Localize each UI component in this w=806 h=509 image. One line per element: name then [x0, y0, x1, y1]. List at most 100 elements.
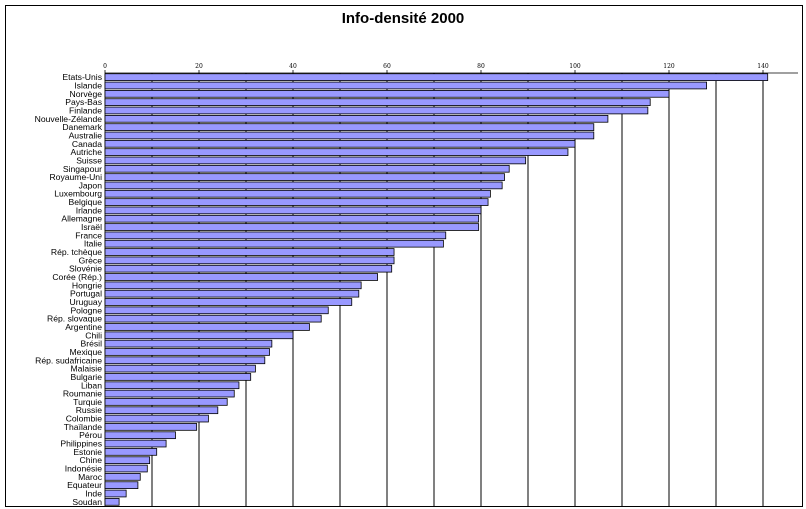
bar: [104, 273, 379, 281]
bar: [104, 214, 480, 223]
category-label: Uruguay: [70, 297, 103, 307]
bar: [104, 173, 505, 181]
category-label: Argentine: [65, 322, 102, 332]
x-tick-label: 140: [757, 63, 769, 70]
category-label: Liban: [81, 380, 102, 390]
bar: [104, 114, 609, 123]
category-label: Canada: [72, 139, 102, 149]
category-label: France: [75, 230, 102, 240]
bar: [104, 498, 120, 506]
bar: [104, 139, 576, 148]
category-label: Islande: [74, 80, 102, 90]
category-label: Rép. sudafricaine: [35, 355, 102, 365]
bar: [104, 306, 329, 315]
category-label: Belgique: [69, 197, 103, 207]
bar: [104, 264, 393, 273]
bar: [104, 448, 158, 456]
bar: [104, 339, 273, 348]
category-label: Equateur: [67, 480, 102, 490]
bar: [104, 189, 491, 198]
x-tick-label: 80: [477, 63, 485, 70]
bar: [104, 281, 362, 290]
category-label: Etats-Unis: [62, 72, 102, 82]
bar: [104, 123, 595, 131]
category-label: Turquie: [73, 397, 102, 407]
category-label: Chili: [85, 330, 102, 340]
category-label: Hongrie: [72, 280, 102, 290]
chart-title: Info-densité 2000: [341, 10, 465, 27]
category-label: Malaisie: [70, 364, 102, 374]
category-label: Maroc: [78, 472, 103, 482]
category-label: Italie: [84, 239, 102, 249]
category-label: Slovénie: [69, 264, 102, 274]
bar: [104, 164, 510, 173]
bar: [104, 364, 256, 373]
category-label: Royaume-Uni: [49, 172, 102, 182]
category-label: Estonie: [73, 447, 102, 457]
bar: [104, 356, 266, 365]
category-label: Suisse: [76, 155, 102, 165]
category-label: Soudan: [72, 497, 102, 507]
category-label: Autriche: [70, 147, 102, 157]
category-label: Israël: [81, 222, 102, 232]
x-tick-label: 60: [383, 63, 391, 70]
category-label: Allemagne: [61, 214, 102, 224]
bar: [104, 489, 127, 498]
bar: [104, 289, 360, 298]
x-tick-label: 20: [195, 63, 203, 70]
bar: [104, 73, 769, 81]
bar: [104, 439, 167, 448]
category-label: Rép. slovaque: [47, 314, 102, 324]
bar: [104, 248, 395, 256]
category-label: Thaïlande: [64, 422, 102, 432]
x-tick-label: 100: [569, 63, 581, 70]
bar: [104, 414, 209, 423]
category-label: Australie: [69, 130, 103, 140]
bar: [104, 181, 503, 190]
bar: [104, 106, 649, 115]
x-tick-label: 0: [103, 63, 107, 70]
bar: [104, 398, 228, 406]
bar: [104, 314, 322, 323]
bar: [104, 473, 141, 481]
bar: [104, 231, 447, 240]
category-label: Pays-Bas: [65, 97, 102, 107]
bar: [104, 423, 198, 431]
bar: [104, 81, 707, 90]
category-label: Pérou: [79, 430, 102, 440]
category-label: Brésil: [81, 339, 103, 349]
category-label: Mexique: [70, 347, 103, 357]
x-tick-label: 40: [289, 63, 297, 70]
category-label: Chine: [80, 455, 103, 465]
category-label: Nouvelle-Zélande: [35, 114, 103, 124]
category-label: Finlande: [69, 105, 102, 115]
bar: [104, 98, 651, 106]
bar: [104, 90, 670, 98]
category-label: Pologne: [70, 305, 102, 315]
category-label: Philippines: [60, 439, 102, 449]
category-label: Corée (Rép.): [52, 272, 102, 282]
category-label: Irlande: [76, 205, 102, 215]
bar: [104, 148, 569, 156]
category-label: Rép. tchèque: [51, 247, 102, 257]
category-label: Bulgarie: [70, 372, 102, 382]
category-label: Colombie: [66, 414, 103, 424]
category-label: Luxembourg: [54, 189, 102, 199]
bar: [104, 381, 240, 390]
category-label: Japon: [79, 180, 103, 190]
category-label: Danemark: [62, 122, 102, 132]
bar: [104, 389, 235, 398]
bar: [104, 256, 395, 265]
bar: [104, 206, 482, 215]
bar: [104, 298, 353, 306]
bar: [104, 348, 270, 356]
category-label: Grèce: [79, 255, 103, 265]
bar: [104, 481, 139, 489]
bar: [104, 373, 252, 381]
bar: [104, 464, 148, 473]
category-label: Singapour: [63, 164, 102, 174]
category-label: Indonésie: [65, 464, 102, 474]
bar: [104, 406, 219, 415]
bar: [104, 456, 151, 465]
